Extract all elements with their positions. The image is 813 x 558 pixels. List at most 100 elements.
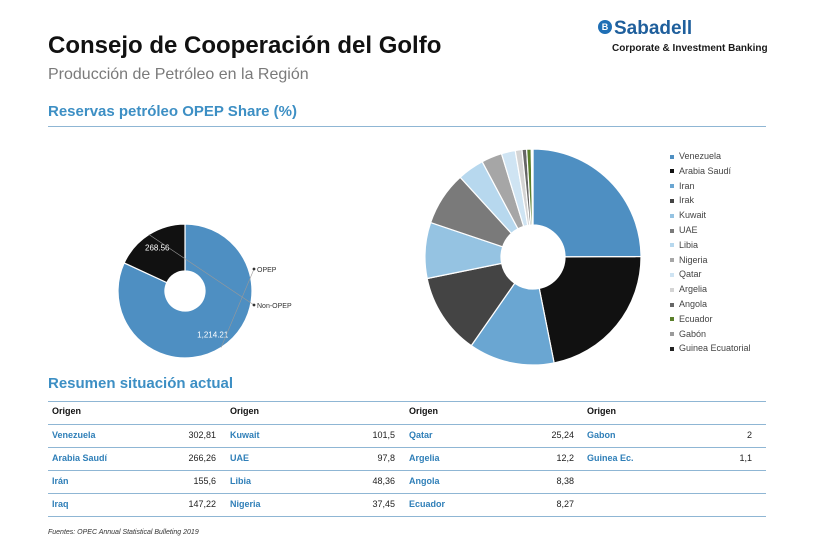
country-name: Angola xyxy=(409,476,440,486)
source-note: Fuentes: OPEC Annual Statistical Bulleti… xyxy=(48,529,199,536)
legend-item-guinea-ecuatorial: Guinea Ecuatorial xyxy=(670,341,751,356)
charts-canvas: 1,214.21 268.56 OPEP Non-OPEP xyxy=(117,148,642,366)
section-title-resumen: Resumen situación actual xyxy=(48,375,234,392)
country-value: 266,26 xyxy=(188,453,216,463)
table-row: Iraq 147,22 Nigeria 37,45 Ecuador 8,27 xyxy=(48,494,766,517)
legend-label: Argelia xyxy=(679,284,708,295)
legend-label: Iran xyxy=(679,180,695,191)
data-label-opep: 1,214.21 xyxy=(197,330,229,339)
legend-swatch xyxy=(670,199,674,204)
country-value: 48,36 xyxy=(372,476,395,486)
pie-slice-venezuela xyxy=(532,148,642,258)
sabadell-logo-icon: B xyxy=(598,20,612,34)
page-subtitle: Producción de Petróleo en la Región xyxy=(48,66,309,83)
pie-slice-opep xyxy=(117,223,253,359)
country-value: 97,8 xyxy=(377,453,395,463)
logo-tagline: Corporate & Investment Banking xyxy=(612,43,768,54)
page-title: Consejo de Cooperación del Golfo xyxy=(48,32,442,59)
country-name: UAE xyxy=(230,453,250,463)
legend-label: Libia xyxy=(679,239,699,250)
table-header-origen: Origen xyxy=(230,406,260,416)
legend-label: Ecuador xyxy=(679,313,713,324)
legend-swatch xyxy=(670,169,674,174)
country-name: Arabia Saudí xyxy=(52,453,108,463)
legend-label: Gabón xyxy=(679,328,707,339)
legend-item-angola: Angola xyxy=(670,297,751,312)
table-body: Venezuela 302,81 Kuwait 101,5 Qatar 25,24 Gabo… xyxy=(48,425,766,517)
legend-swatch xyxy=(670,287,674,292)
leader-dot-opep xyxy=(252,267,256,271)
country-name: Irán xyxy=(52,476,69,486)
table-header-row: Origen Origen Origen Origen xyxy=(48,401,766,425)
chart-legend: Venezuela Arabia Saudí Iran Irak Kuwait UAE Li… xyxy=(670,149,751,356)
country-value: 8,27 xyxy=(556,499,574,509)
legend-swatch xyxy=(670,154,674,159)
legend-item-kuwait: Kuwait xyxy=(670,208,751,223)
country-value: 1,1 xyxy=(739,453,752,463)
country-name: Iraq xyxy=(52,499,69,509)
table-row: Irán 155,6 Libia 48,36 Angola 8,38 xyxy=(48,471,766,494)
legend-label: Venezuela xyxy=(679,151,722,161)
legend-label: Angola xyxy=(679,298,708,309)
country-name: Libia xyxy=(230,476,252,486)
legend-label: Arabia Saudí xyxy=(679,165,732,176)
pie-slice-non-opep xyxy=(123,223,186,284)
country-name: Gabon xyxy=(587,430,616,440)
country-name: Qatar xyxy=(409,430,433,440)
country-name: Kuwait xyxy=(230,430,260,440)
legend-item-argelia: Argelia xyxy=(670,282,751,297)
legend-item-uae: UAE xyxy=(670,223,751,238)
logo-name: Sabadell xyxy=(614,18,693,39)
legend-item-libia: Libia xyxy=(670,238,751,253)
country-name: Ecuador xyxy=(409,499,446,509)
summary-table: Origen Origen Origen Origen Venezuela 302… xyxy=(48,401,766,517)
legend-swatch xyxy=(670,332,674,337)
legend-label: Qatar xyxy=(679,269,702,280)
country-value: 8,38 xyxy=(556,476,574,486)
country-name: Guinea Ec. xyxy=(587,453,634,463)
table-row: Arabia Saudí 266,26 UAE 97,8 Argelia 12,2 Guin… xyxy=(48,448,766,471)
legend-item-arabia-saudi: Arabia Saudí xyxy=(670,164,751,179)
legend-item-venezuela: Venezuela xyxy=(670,149,751,164)
leader-line-opep xyxy=(220,268,255,348)
legend-swatch xyxy=(670,346,674,351)
legend-item-qatar: Qatar xyxy=(670,267,751,282)
legend-swatch xyxy=(670,302,674,307)
pie-slice-guinea-ecuatorial xyxy=(531,148,534,226)
pie-slice-arabia-saudi xyxy=(538,255,642,364)
legend-item-ecuador: Ecuador xyxy=(670,312,751,327)
legend-item-nigeria: Nigeria xyxy=(670,253,751,268)
legend-swatch xyxy=(670,273,674,277)
country-value: 2 xyxy=(746,430,752,440)
legend-swatch xyxy=(670,317,674,322)
table-header-origen: Origen xyxy=(587,406,617,416)
leader-line-non-opep xyxy=(148,234,255,306)
legend-label: Nigeria xyxy=(679,254,708,265)
legend-swatch xyxy=(670,228,674,233)
country-value: 25,24 xyxy=(551,430,574,440)
data-label-non-opep: 268.56 xyxy=(145,244,170,253)
table-header-origen: Origen xyxy=(409,406,439,416)
legend-label: Irak xyxy=(679,195,695,206)
legend-label: Kuwait xyxy=(679,210,707,221)
legend-swatch xyxy=(670,258,674,263)
legend-label: UAE xyxy=(679,224,698,235)
leader-label-opep: OPEP xyxy=(257,267,277,274)
table-header-origen: Origen xyxy=(52,406,82,416)
legend-swatch xyxy=(670,243,674,248)
pie-slice-iran xyxy=(470,282,555,366)
legend-item-iran: Iran xyxy=(670,179,751,194)
country-value: 147,22 xyxy=(188,499,216,509)
legend-item-gabon: Gabón xyxy=(670,327,751,342)
leader-dot-non-opep xyxy=(252,303,256,307)
country-name: Venezuela xyxy=(52,430,96,440)
section-title-reservas: Reservas petróleo OPEP Share (%) xyxy=(48,103,297,120)
legend-swatch xyxy=(670,213,674,218)
table-row: Venezuela 302,81 Kuwait 101,5 Qatar 25,24 Gabo… xyxy=(48,425,766,448)
legend-item-irak: Irak xyxy=(670,193,751,208)
country-name: Nigeria xyxy=(230,499,261,509)
section-divider xyxy=(48,126,766,127)
country-value: 37,45 xyxy=(372,499,395,509)
legend-swatch xyxy=(670,184,674,189)
country-value: 101,5 xyxy=(372,430,395,440)
